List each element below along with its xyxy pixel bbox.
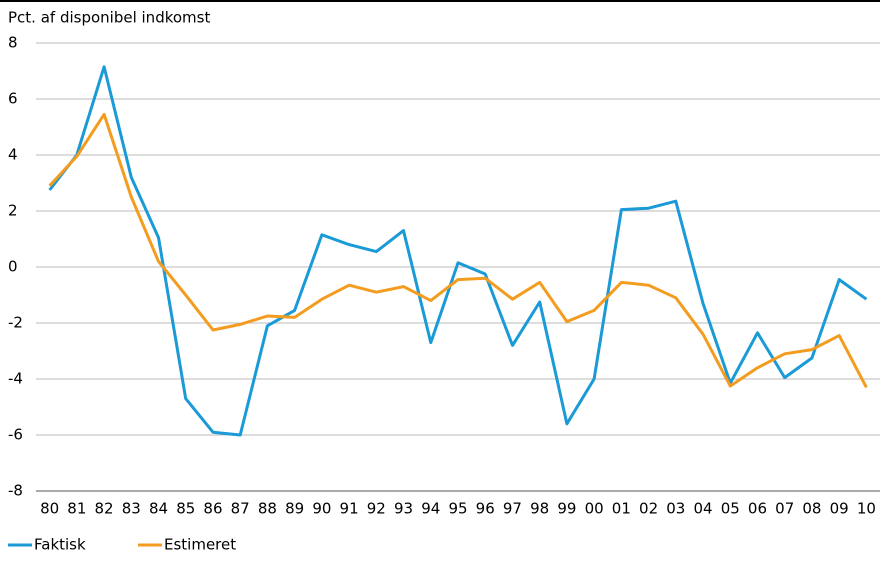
x-tick-label: 91	[340, 500, 359, 518]
series-line	[48, 65, 868, 437]
x-tick-label: 94	[421, 500, 440, 518]
x-tick-label: 96	[476, 500, 495, 518]
x-tick-label: 06	[748, 500, 767, 518]
x-tick-label: 01	[612, 500, 631, 518]
y-tick-label: 4	[8, 146, 18, 164]
x-tick-label: 05	[721, 500, 740, 518]
x-tick-label: 93	[394, 500, 413, 518]
y-tick-label: 8	[8, 34, 18, 52]
x-tick-label: 82	[95, 500, 114, 518]
x-tick-label: 87	[231, 500, 250, 518]
y-axis-label: Pct. af disponibel indkomst	[8, 9, 210, 27]
series-line	[48, 112, 868, 389]
y-tick-label: -8	[8, 482, 23, 500]
y-tick-label: 0	[8, 258, 18, 276]
x-tick-label: 83	[122, 500, 141, 518]
legend-label: Estimeret	[164, 536, 236, 554]
x-tick-label: 88	[258, 500, 277, 518]
x-tick-label: 90	[312, 500, 331, 518]
x-tick-label: 09	[830, 500, 849, 518]
x-tick-label: 95	[448, 500, 467, 518]
x-tick-label: 04	[693, 500, 712, 518]
x-tick-label: 85	[176, 500, 195, 518]
x-tick-label: 84	[149, 500, 168, 518]
x-tick-label: 98	[530, 500, 549, 518]
y-tick-label: -2	[8, 314, 23, 332]
y-tick-label: 6	[8, 90, 18, 108]
x-tick-label: 99	[557, 500, 576, 518]
legend-label: Faktisk	[34, 536, 86, 554]
x-tick-label: 00	[585, 500, 604, 518]
x-tick-label: 07	[775, 500, 794, 518]
x-tick-label: 02	[639, 500, 658, 518]
x-tick-label: 86	[203, 500, 222, 518]
x-tick-label: 80	[40, 500, 59, 518]
x-tick-label: 81	[67, 500, 86, 518]
x-tick-label: 89	[285, 500, 304, 518]
x-tick-label: 97	[503, 500, 522, 518]
y-tick-label: 2	[8, 202, 18, 220]
x-tick-label: 10	[857, 500, 876, 518]
y-tick-label: -4	[8, 370, 23, 388]
y-tick-label: -6	[8, 426, 23, 444]
x-tick-label: 03	[666, 500, 685, 518]
x-tick-label: 08	[802, 500, 821, 518]
x-tick-label: 92	[367, 500, 386, 518]
